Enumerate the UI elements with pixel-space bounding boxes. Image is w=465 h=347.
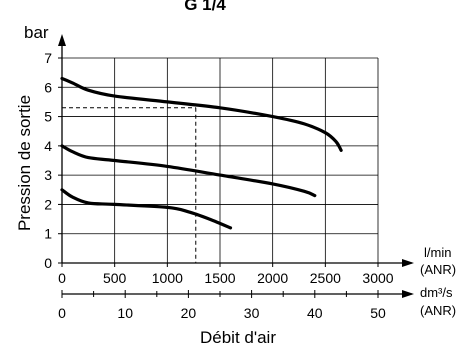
x-primary-tick-labels: 0 500 1000 1500 2000 2500 3000 — [58, 263, 394, 286]
y-tick-label-6: 6 — [44, 79, 52, 95]
x-primary-unit-qualifier: (ANR) — [420, 262, 456, 277]
x-secondary-unit-qualifier: (ANR) — [420, 303, 456, 318]
y-tick-label-1: 1 — [44, 226, 52, 242]
x-secondary-tick-label-5: 50 — [370, 305, 386, 321]
x-primary-tick-label-2: 1000 — [152, 270, 183, 286]
x-secondary-unit: dm³/s — [420, 285, 453, 300]
x-secondary-tick-label-3: 30 — [244, 305, 260, 321]
y-tick-label-4: 4 — [44, 138, 52, 154]
x-secondary-tick-label-2: 20 — [181, 305, 197, 321]
y-tick-label-2: 2 — [44, 196, 52, 212]
y-tick-label-0: 0 — [44, 255, 52, 271]
chart-title-fragment: G 1/4 — [184, 0, 226, 14]
series-line-1 — [60, 144, 317, 198]
x-secondary-axis-arrow — [402, 290, 414, 298]
y-tick-label-7: 7 — [44, 50, 52, 66]
y-tick-label-3: 3 — [44, 167, 52, 183]
x-primary-tick-label-1: 500 — [103, 270, 127, 286]
y-axis-label: Pression de sortie — [15, 95, 34, 231]
reference-lines — [62, 107, 197, 263]
y-axis-arrow — [58, 34, 66, 46]
x-primary-tick-label-4: 2000 — [257, 270, 288, 286]
x-secondary-tick-label-1: 10 — [117, 305, 133, 321]
x-primary-tick-label-5: 2500 — [310, 270, 341, 286]
x-secondary-tick-labels: 0 10 20 30 40 50 — [58, 290, 386, 321]
axes — [58, 34, 414, 298]
x-primary-tick-label-3: 1500 — [204, 270, 235, 286]
series-line-0 — [60, 76, 343, 152]
x-axis-label: Débit d'air — [200, 328, 276, 347]
x-secondary-tick-label-0: 0 — [58, 305, 66, 321]
x-primary-tick-label-0: 0 — [58, 270, 66, 286]
x-secondary-tick-label-4: 40 — [307, 305, 323, 321]
series-line-2 — [60, 188, 233, 230]
x-primary-unit: l/min — [424, 245, 451, 260]
x-primary-tick-label-6: 3000 — [362, 270, 393, 286]
series-layer — [60, 76, 343, 230]
y-tick-labels: 0 1 2 3 4 5 6 7 — [44, 50, 62, 271]
x-primary-axis-arrow — [402, 259, 414, 267]
y-unit-label: bar — [24, 23, 49, 42]
y-tick-label-5: 5 — [44, 109, 52, 125]
